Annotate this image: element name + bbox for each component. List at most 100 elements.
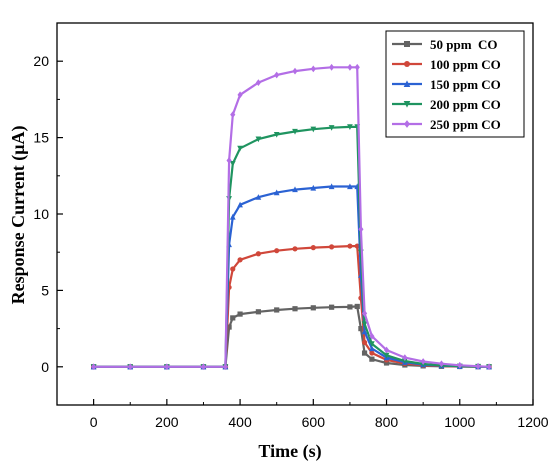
data-point (273, 131, 280, 138)
data-point (292, 306, 298, 312)
data-point (310, 305, 316, 311)
x-tick-label: 400 (228, 414, 252, 430)
y-tick-label: 15 (33, 130, 49, 146)
data-point (255, 136, 262, 143)
x-tick-label: 200 (155, 414, 179, 430)
data-point (255, 251, 261, 257)
y-tick-label: 0 (41, 359, 49, 375)
series-3 (90, 183, 492, 370)
legend-swatch-marker (404, 120, 410, 128)
data-point (292, 128, 298, 135)
data-point (329, 304, 335, 310)
data-point (438, 360, 445, 368)
legend-swatch-marker (403, 80, 411, 87)
data-point (347, 304, 353, 310)
data-point (237, 257, 243, 263)
data-point (383, 346, 390, 354)
data-point (292, 246, 298, 252)
data-point (361, 350, 368, 356)
x-tick-label: 600 (302, 414, 326, 430)
data-point (310, 65, 316, 73)
data-point (369, 332, 375, 340)
axes: 0 200 400 600 800 1000 1200 0 5 10 15 20 (33, 22, 549, 430)
data-point (369, 345, 375, 352)
data-point (358, 225, 364, 233)
data-point (361, 309, 368, 317)
data-point (237, 145, 243, 152)
series-2 (91, 243, 492, 370)
series-layer (90, 63, 492, 371)
legend-label: 50 ppm CO (430, 37, 498, 52)
legend-label: 200 ppm CO (430, 97, 501, 112)
y-axis-title: Response Current (μA) (8, 126, 29, 305)
data-point (358, 326, 364, 332)
legend: 50 ppm CO 100 ppm CO 150 ppm CO 200 ppm CO 2… (385, 30, 525, 138)
data-point (369, 356, 375, 362)
y-tick-label: 10 (33, 206, 49, 222)
data-point (164, 363, 170, 371)
data-point (310, 184, 317, 191)
data-point (292, 186, 298, 193)
series-line (93, 245, 490, 368)
data-point (229, 213, 236, 220)
data-point (310, 126, 317, 133)
data-point (420, 358, 426, 365)
data-point (310, 245, 316, 251)
data-point (369, 350, 375, 356)
series-5 (91, 63, 492, 371)
series-4 (90, 124, 492, 370)
data-point (230, 111, 236, 119)
legend-label: 100 ppm CO (430, 57, 501, 72)
data-point (273, 189, 280, 196)
legend-swatch-marker (404, 41, 410, 47)
data-point (255, 79, 261, 86)
data-point (457, 361, 463, 369)
data-point (383, 352, 390, 359)
series-line (93, 185, 490, 368)
data-point (401, 358, 408, 365)
data-point (475, 362, 481, 370)
data-point (354, 63, 360, 71)
data-point (226, 324, 232, 330)
data-point (402, 354, 408, 362)
data-point (230, 266, 236, 272)
data-point (222, 363, 229, 371)
series-line (93, 305, 490, 368)
data-point (292, 67, 298, 75)
data-point (347, 183, 353, 190)
data-point (369, 341, 375, 347)
legend-swatch-marker (404, 61, 410, 67)
data-point (354, 303, 360, 310)
data-point (237, 201, 243, 208)
data-point (255, 194, 262, 200)
series-1 (91, 303, 492, 370)
legend-label: 150 ppm CO (430, 77, 501, 92)
x-tick-label: 0 (90, 414, 98, 430)
x-axis-title: Time (s) (258, 441, 321, 462)
data-point (255, 309, 261, 315)
data-point (230, 315, 236, 321)
data-point (237, 91, 243, 99)
y-tick-label: 20 (33, 53, 49, 69)
x-tick-label: 800 (375, 414, 399, 430)
data-point (486, 363, 492, 371)
data-point (347, 124, 353, 131)
data-point (347, 63, 353, 71)
x-tick-label: 1200 (517, 414, 548, 430)
data-point (383, 360, 390, 366)
data-point (329, 63, 335, 71)
data-point (328, 183, 335, 190)
data-point (328, 125, 335, 131)
legend-label: 250 ppm CO (430, 117, 501, 132)
data-point (91, 363, 97, 371)
x-tick-label: 1000 (444, 414, 475, 430)
data-point (361, 321, 368, 328)
data-point (361, 328, 368, 335)
data-point (226, 157, 232, 164)
y-tick-label: 5 (41, 282, 49, 298)
data-point (229, 160, 236, 167)
data-point (329, 244, 335, 250)
data-point (274, 71, 280, 79)
legend-swatch-marker (403, 101, 411, 108)
series-line (93, 125, 490, 368)
